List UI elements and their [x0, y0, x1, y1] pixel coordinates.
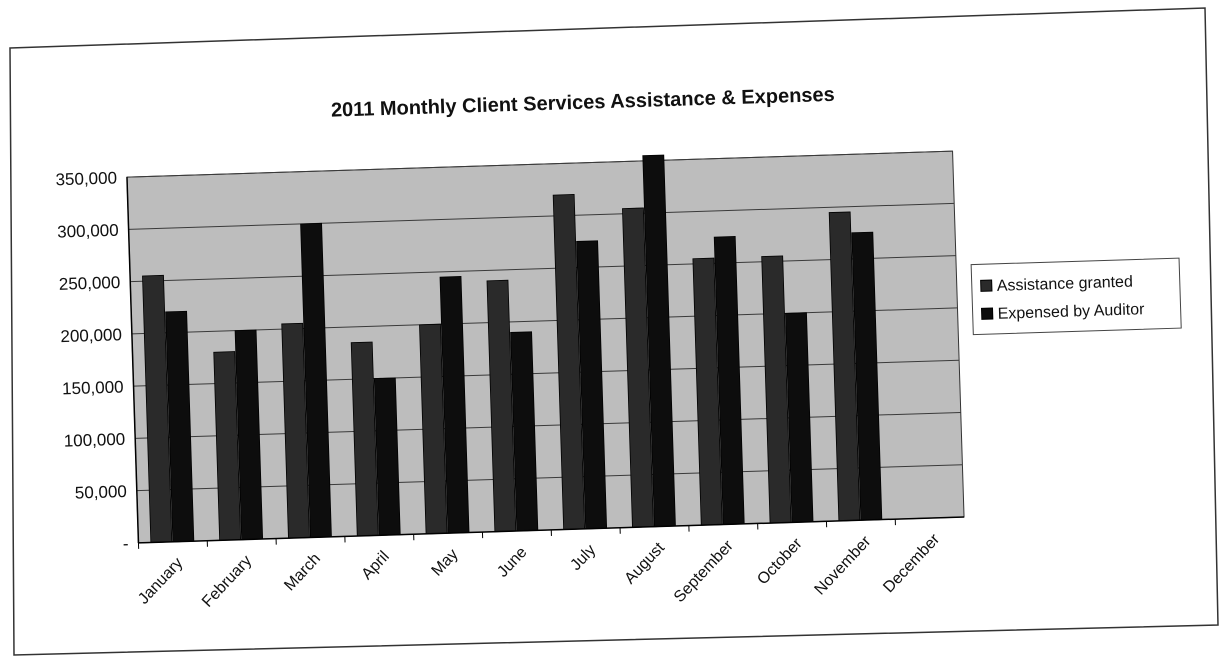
legend-label-assistance: Assistance granted	[997, 274, 1134, 295]
legend-swatch-expensed	[980, 307, 994, 320]
gridline	[133, 359, 960, 387]
gridline	[135, 411, 961, 439]
bars	[142, 154, 883, 543]
legend-box	[970, 257, 1182, 336]
gridline	[131, 307, 958, 335]
y-tick-label: 200,000	[60, 325, 122, 346]
legend: Assistance granted Expensed by Auditor	[970, 257, 1182, 336]
bar-expensed-by-auditor	[373, 377, 401, 536]
y-axis	[126, 177, 140, 543]
y-tick-labels: - 50,000 100,000 150,000 200,000 250,000 300,0…	[55, 168, 129, 553]
legend-label-expensed: Expensed by Auditor	[997, 301, 1145, 323]
y-tick-label: 50,000	[75, 482, 128, 503]
y-tick-label: -	[123, 534, 129, 553]
y-tick-label: 250,000	[59, 273, 121, 294]
y-tick-label: 150,000	[62, 377, 124, 398]
y-tick-label: 100,000	[63, 430, 125, 451]
gridline	[130, 255, 956, 283]
gridline	[128, 202, 955, 230]
y-tick-label: 300,000	[57, 221, 119, 242]
gridline	[126, 150, 953, 178]
y-tick-label: 350,000	[55, 168, 117, 189]
gridline	[136, 464, 963, 492]
legend-swatch-assistance	[980, 279, 993, 292]
gridlines	[126, 150, 963, 492]
